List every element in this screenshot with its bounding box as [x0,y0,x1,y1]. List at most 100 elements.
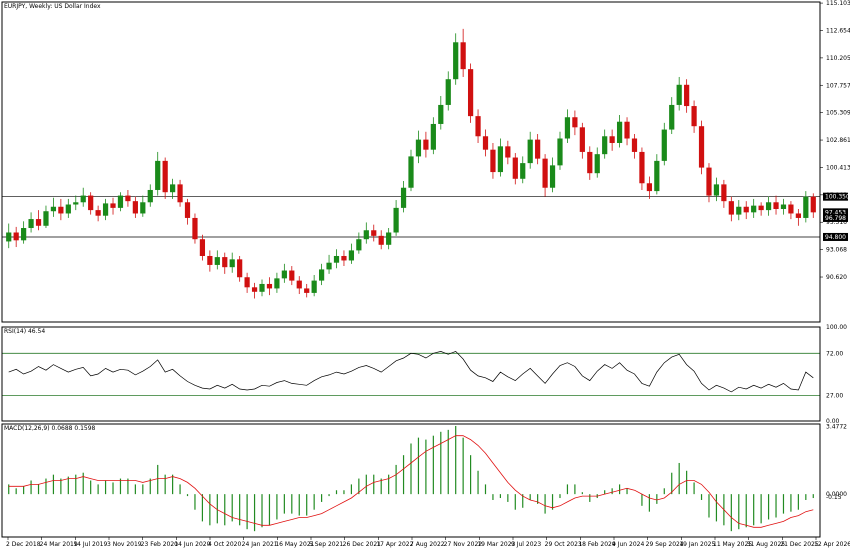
rsi-panel: 100.00 72.00 27.00 0.00 [2,324,847,425]
rsi-tick-label: 27.00 [826,393,843,400]
level-badge [823,232,848,241]
price-badge-label: 96.798 [825,215,846,222]
x-tick-label: 7 Aug 2022 [410,541,445,548]
candle-body [386,232,392,245]
x-tick-label: 19 Mar 2023 [477,541,515,548]
candle-body [535,139,541,159]
candle-body [773,202,779,209]
candle-body [296,280,302,289]
candle-body [147,189,153,203]
macd-tick-label: 3.4772 [826,423,847,430]
candle-body [497,146,504,173]
candle-body [237,259,243,278]
rsi-tick-label: 100.00 [826,324,847,331]
panel-frame [1,326,821,422]
x-tick-label: 16 May 2021 [275,541,314,548]
x-tick-label: 11 May 2025 [713,541,752,548]
y-tick-label: 115.103 [826,0,850,7]
candle-body [400,187,407,208]
x-tick-label: 24 Jan 2021 [242,541,278,548]
candle-body [95,210,101,216]
candle-body [795,213,801,218]
level-badge-label: 100.350 [825,194,850,201]
candle-body [564,117,571,139]
candle-body [587,151,593,174]
y-tick-label: 102.861 [826,137,850,144]
price-badge [823,208,848,217]
candle-body [736,206,742,215]
x-tick-label: 9 Jul 2023 [511,541,541,548]
candle-body [751,205,757,213]
candle-body [780,204,787,209]
candle-body [423,139,429,150]
candle-body [691,106,697,127]
candle-body [520,163,526,179]
chart-title: EURJPY, Weekly: US Dollar Index [4,3,101,10]
candle-body [542,158,548,188]
candle-body [594,154,600,174]
candle-body [80,195,86,203]
candle-body [602,136,608,155]
candle-body [631,138,638,152]
candle-body [728,201,734,215]
candle-body [758,205,764,211]
candle-body [58,206,64,214]
candle-body [624,121,630,139]
candle-body [765,202,772,211]
candle-body [616,121,623,143]
candle-body [110,203,116,208]
candle-body [490,149,496,173]
candle-body [125,195,131,202]
candle-body [572,117,578,128]
candle-body [743,206,749,213]
candle-body [415,139,422,157]
candle-body [199,239,206,256]
panel-frame [1,423,821,538]
candle-body [333,255,340,263]
x-tick-label: 14 Jul 2019 [73,541,107,548]
candle-body [6,232,12,242]
candle-body [244,277,250,288]
candle-body [639,151,645,184]
candle-body [28,219,34,229]
y-tick-label: 110.205 [826,55,850,62]
candle-body [505,146,511,158]
panel-frame [1,1,821,323]
macd-title: MACD(12,26,9) 0.0688 0.1598 [4,425,96,432]
y-tick-label: 112.654 [826,27,850,34]
y-tick-label: 100.413 [826,164,850,171]
candle-body [341,255,347,261]
candle-body [512,157,518,179]
candle-body [289,270,295,281]
candle-body [713,184,720,196]
candle-body [251,287,258,292]
level-badge-label: 94.800 [825,234,846,241]
candle-body [393,207,399,233]
candle-body [229,259,235,268]
candle-body [222,257,228,268]
x-tick-label: 2 Dec 2018 [6,541,41,548]
candle-body [527,139,533,164]
candle-body [661,129,667,161]
candle-body [65,204,71,214]
y-tick-label: 107.757 [826,82,850,89]
x-tick-label: 5 Sep 2021 [309,541,343,548]
candle-body [117,195,124,208]
candle-body [549,165,556,188]
candle-body [304,288,310,293]
candle-body [557,138,563,166]
x-tick-label: 18 Feb 2024 [578,541,616,548]
candle-body [371,230,377,236]
candle-body [810,196,816,213]
price-badge [823,213,848,222]
candle-body [170,184,176,193]
candle-body [669,104,675,130]
rsi-line [8,350,814,393]
x-tick-label: 19 Jan 2025 [679,541,715,548]
candle-body [684,84,690,107]
candle-body [475,116,481,137]
candle-body [721,184,727,202]
candle-body [192,217,198,240]
candle-body [453,42,459,80]
